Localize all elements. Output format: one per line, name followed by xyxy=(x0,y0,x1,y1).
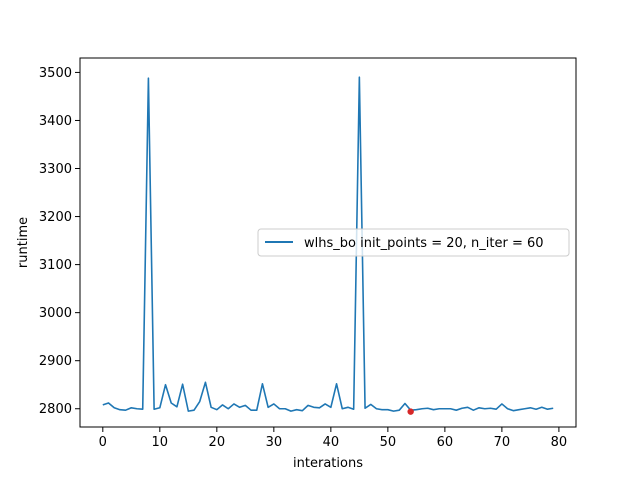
ticks-layer: 0 10 20 30 40 50 60 70 80 2800 2900 3000 3100 3200 330… xyxy=(39,66,567,450)
x-axis-label: interations xyxy=(293,456,363,471)
legend: wlhs_bo init_points = 20, n_iter = 60 xyxy=(257,228,570,257)
series-line xyxy=(102,76,554,412)
x-tick-label: 70 xyxy=(494,435,511,450)
x-tick-label: 20 xyxy=(209,435,226,450)
y-tick-label: 3000 xyxy=(39,306,72,321)
legend-label: wlhs_bo init_points = 20, n_iter = 60 xyxy=(304,236,544,251)
y-tick-label: 2900 xyxy=(39,354,72,369)
x-tick-label: 40 xyxy=(323,435,340,450)
x-tick-label: 30 xyxy=(266,435,283,450)
y-tick-label: 3100 xyxy=(39,258,72,273)
y-tick-label: 3400 xyxy=(39,114,72,129)
x-tick-label: 10 xyxy=(152,435,169,450)
legend-box xyxy=(257,228,570,257)
x-tick-label: 0 xyxy=(99,435,107,450)
y-axis-label: runtime xyxy=(16,217,31,268)
series-layer xyxy=(102,76,554,415)
plot-frame xyxy=(79,57,577,428)
best-point-marker xyxy=(407,408,414,415)
x-tick-label: 80 xyxy=(551,435,568,450)
y-tick-label: 3500 xyxy=(39,66,72,81)
y-tick-label: 3200 xyxy=(39,210,72,225)
y-tick-label: 2800 xyxy=(39,402,72,417)
x-tick-label: 50 xyxy=(380,435,397,450)
x-tick-label: 60 xyxy=(437,435,454,450)
y-tick-label: 3300 xyxy=(39,162,72,177)
